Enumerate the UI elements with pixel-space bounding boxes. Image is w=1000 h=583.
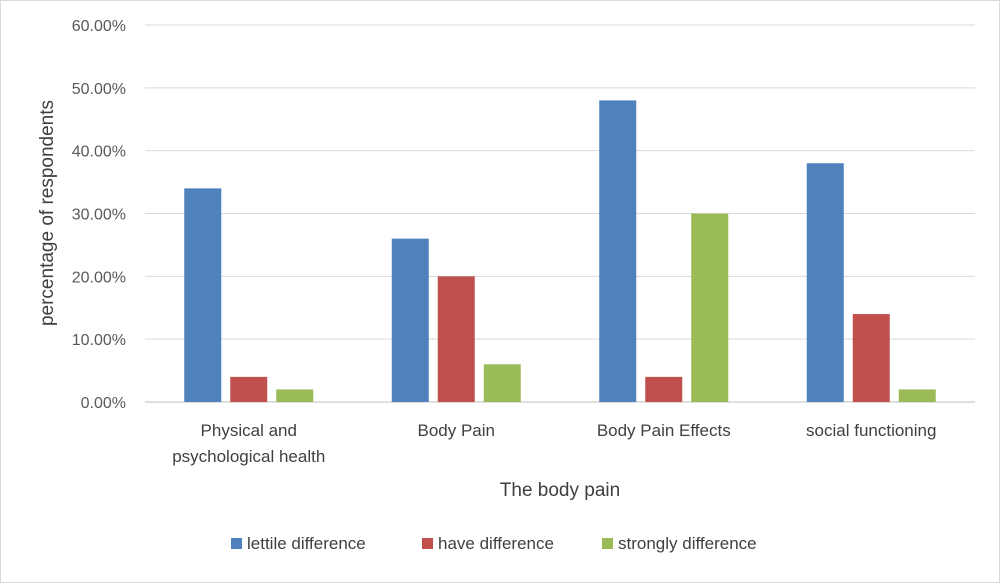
legend-label: strongly difference: [618, 534, 757, 553]
legend-swatch: [602, 538, 613, 549]
bar-strongly-difference-1: [483, 364, 521, 402]
bar-have-difference-3: [852, 314, 890, 402]
x-category-label: psychological health: [172, 447, 325, 466]
bar-strongly-difference-3: [898, 389, 936, 402]
bar-strongly-difference-2: [691, 213, 729, 402]
y-tick-label: 40.00%: [72, 144, 126, 161]
x-axis-title: The body pain: [500, 480, 620, 501]
bar-lettile-difference-0: [184, 188, 222, 402]
legend-swatch: [422, 538, 433, 549]
bar-lettile-difference-3: [806, 163, 844, 402]
y-tick-label: 30.00%: [72, 207, 126, 224]
gridlines: [145, 24, 975, 403]
bar-have-difference-2: [645, 376, 683, 402]
legend-swatch: [231, 538, 242, 549]
x-category-label: social functioning: [806, 421, 936, 440]
legend: lettile difference have difference strongl…: [231, 534, 757, 553]
bar-lettile-difference-2: [599, 100, 637, 403]
y-tick-label: 50.00%: [72, 81, 126, 98]
y-tick-label: 0.00%: [81, 395, 126, 412]
bar-lettile-difference-1: [391, 238, 429, 402]
legend-label: have difference: [438, 534, 554, 553]
x-category-label: Body Pain: [418, 421, 496, 440]
legend-label: lettile difference: [247, 534, 366, 553]
bar-strongly-difference-0: [276, 389, 314, 402]
x-category-label: Body Pain Effects: [597, 421, 731, 440]
x-category-label: Physical and: [201, 421, 297, 440]
bars: [184, 100, 936, 403]
y-axis-ticks: 0.00% 10.00% 20.00% 30.00% 40.00% 50.00% 60.00…: [72, 18, 126, 412]
bar-have-difference-1: [437, 276, 475, 402]
y-tick-label: 20.00%: [72, 269, 126, 286]
y-tick-label: 60.00%: [72, 18, 126, 35]
y-axis-title: percentage of respondents: [37, 100, 58, 326]
bar-have-difference-0: [230, 376, 268, 402]
y-tick-label: 10.00%: [72, 332, 126, 349]
x-axis-categories: Physical and psychological health Body Pai…: [172, 421, 936, 466]
